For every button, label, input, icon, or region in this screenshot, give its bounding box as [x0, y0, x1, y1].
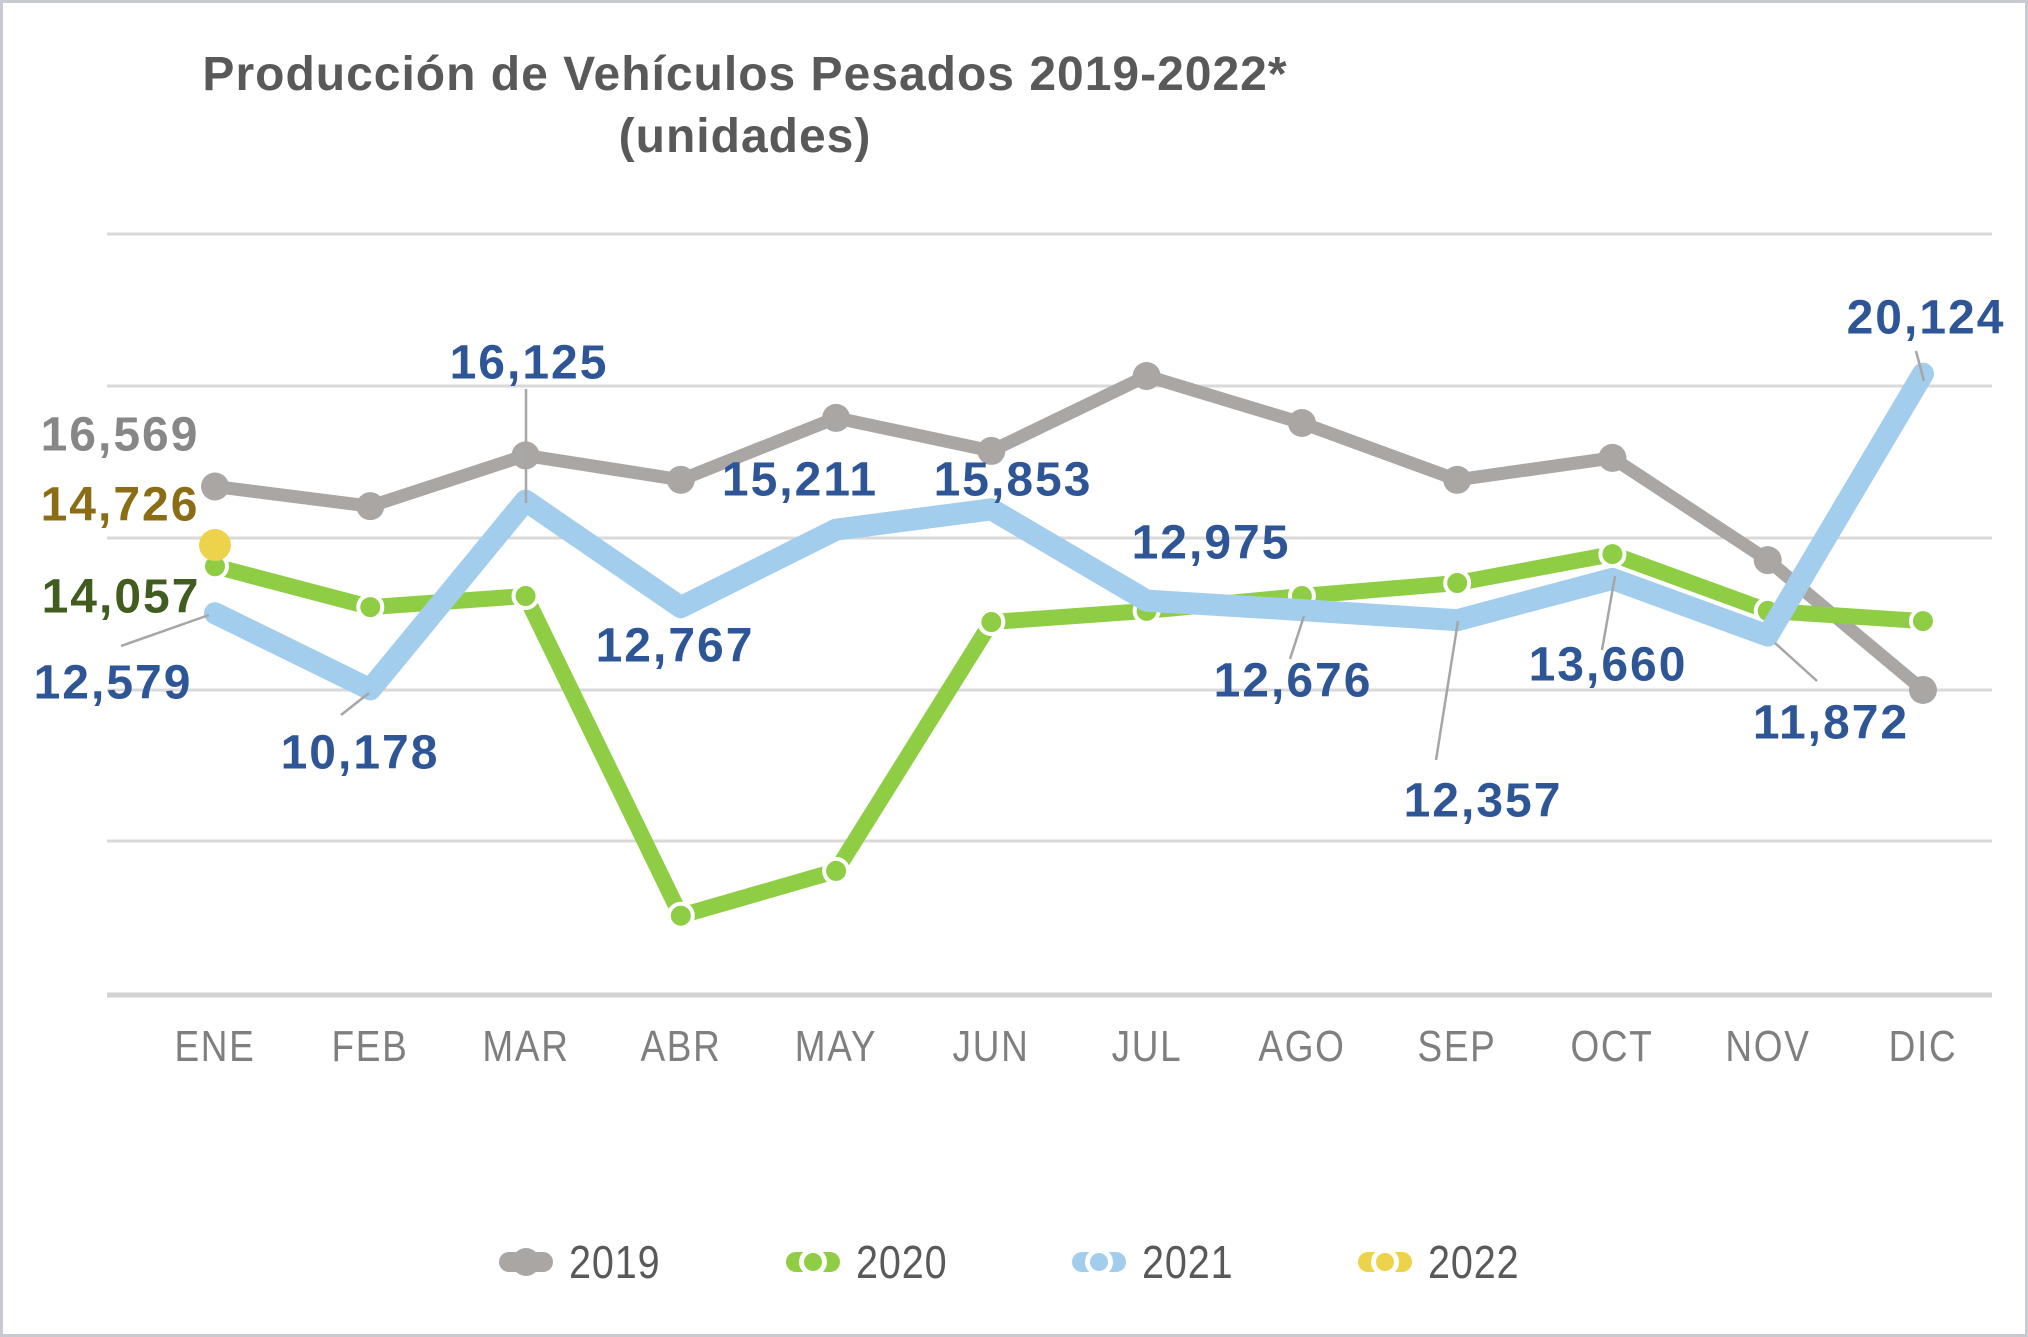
marker-2020: [822, 856, 851, 885]
legend-label-2020: 2020: [855, 1236, 948, 1288]
legend-label-2019: 2019: [569, 1236, 661, 1288]
marker-2019: [1287, 409, 1316, 437]
label-leader-line: [120, 613, 210, 648]
marker-2019: [356, 492, 385, 521]
marker-2020: [977, 608, 1006, 637]
marker-2020: [1598, 540, 1627, 569]
label-leader-line: [1600, 575, 1617, 651]
month-label-sep: SEP: [1417, 1022, 1497, 1071]
label-leader-line: [1914, 350, 1926, 382]
marker-2020: [1908, 607, 1937, 636]
marker-2019: [1598, 443, 1627, 472]
marker-2019: [1908, 675, 1937, 704]
data-label-2021: 12,676: [1213, 654, 1373, 708]
label-leader-line: [1774, 642, 1818, 682]
marker-2020: [511, 582, 540, 611]
series-line-2020: [207, 546, 1931, 924]
legend-marker-icon: [1371, 1248, 1400, 1276]
data-label-2021: 12,767: [595, 619, 755, 673]
month-label-dic: DIC: [1888, 1022, 1958, 1071]
data-label-2021: 12,579: [33, 656, 193, 710]
legend-marker-icon: [1085, 1248, 1113, 1276]
month-label-mar: MAR: [481, 1022, 570, 1071]
series-line-2021: [204, 362, 1934, 701]
chart-subtitle: (unidades): [618, 110, 872, 163]
data-label-2021: 20,124: [1846, 291, 2006, 345]
marker-2019: [1132, 362, 1161, 391]
legend-item-2021: 2021: [1072, 1235, 1248, 1289]
data-label-2021: 16,125: [449, 336, 609, 390]
month-label-may: MAY: [794, 1022, 878, 1071]
data-label-2021: 15,211: [721, 453, 879, 507]
marker-2020: [666, 901, 695, 930]
marker-2020: [1443, 569, 1472, 597]
plot-area: [107, 232, 1992, 998]
legend-swatch-2019: [499, 1248, 554, 1276]
legend-item-2022: 2022: [1358, 1235, 1534, 1289]
data-label-2021: 10,178: [280, 726, 440, 780]
month-label-feb: FEB: [331, 1022, 409, 1071]
chart-title: Producción de Vehículos Pesados 2019-202…: [202, 48, 1288, 101]
month-label-oct: OCT: [1570, 1022, 1654, 1071]
data-label-2019: 16,569: [40, 408, 200, 462]
data-label-2021: 15,853: [933, 453, 1093, 507]
legend-swatch-2020: [785, 1248, 840, 1276]
month-label-jun: JUN: [952, 1022, 1030, 1071]
marker-2019: [977, 436, 1006, 465]
label-leader-line: [1288, 615, 1306, 660]
label-leader-line: [340, 692, 370, 716]
marker-2019: [1753, 546, 1782, 575]
label-leader-line: [1434, 620, 1460, 761]
marker-2019: [1443, 465, 1472, 494]
month-label-jul: JUL: [1111, 1022, 1182, 1071]
data-label-2020: 14,057: [41, 570, 201, 624]
month-label-abr: ABR: [640, 1022, 722, 1071]
marker-2022: [199, 529, 231, 562]
legend: 2019 2020 2021 2022: [3, 1235, 2025, 1289]
legend-label-2022: 2022: [1428, 1236, 1520, 1288]
data-label-2022: 14,726: [40, 478, 200, 532]
legend-item-2020: 2020: [785, 1235, 962, 1289]
month-label-ene: ENE: [174, 1022, 256, 1071]
legend-swatch-2021: [1072, 1248, 1126, 1276]
legend-marker-icon: [798, 1248, 827, 1276]
legend-marker-icon: [512, 1248, 541, 1276]
legend-swatch-2022: [1358, 1248, 1413, 1276]
data-label-2021: 12,975: [1131, 516, 1291, 570]
marker-2019: [822, 403, 851, 432]
legend-item-2019: 2019: [499, 1235, 675, 1289]
month-label-nov: NOV: [1725, 1022, 1811, 1071]
marker-2019: [201, 472, 229, 501]
data-label-2021: 12,357: [1403, 774, 1563, 828]
data-label-2021: 11,872: [1752, 696, 1910, 750]
series-line-2019: [208, 369, 1930, 697]
marker-2020: [356, 593, 385, 622]
marker-2019: [666, 465, 695, 494]
legend-label-2021: 2021: [1142, 1236, 1234, 1288]
data-label-2021: 13,660: [1528, 638, 1688, 692]
month-label-ago: AGO: [1258, 1022, 1346, 1071]
